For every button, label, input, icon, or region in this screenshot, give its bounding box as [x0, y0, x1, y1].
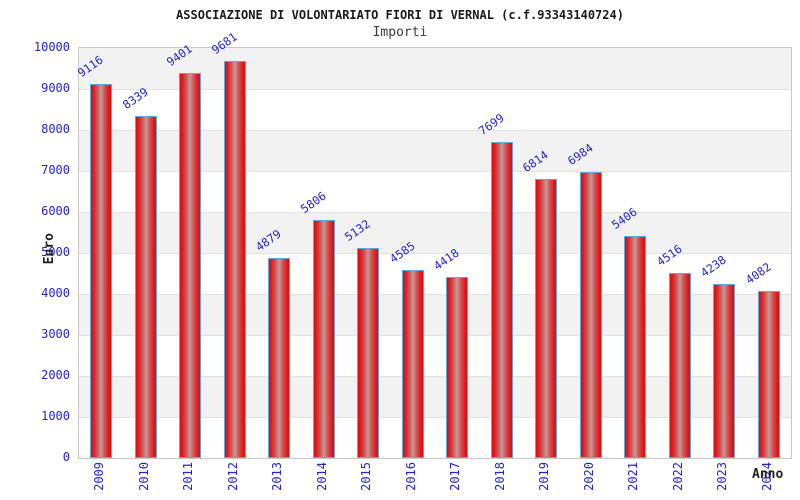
bar-2022: [668, 272, 691, 458]
gridline: [79, 130, 791, 131]
x-tick-label: 2011: [181, 462, 196, 491]
y-tick-label: 9000: [41, 81, 70, 95]
bar-2009: [90, 84, 113, 458]
y-tick-label: 0: [62, 450, 70, 464]
y-tick-label: 3000: [41, 327, 70, 341]
x-tick-label: 2012: [225, 462, 240, 491]
y-tick-label: 7000: [41, 163, 70, 177]
x-axis-title: Anno: [752, 467, 784, 482]
x-tick-label: 2017: [448, 462, 463, 491]
bar-2016: [401, 270, 424, 458]
x-tick-label: 2015: [359, 462, 374, 491]
gridline: [79, 335, 791, 336]
y-tick-label: 2000: [41, 368, 70, 382]
x-tick-label: 2010: [136, 462, 151, 491]
gridline: [79, 253, 791, 254]
bar-2012: [223, 61, 246, 458]
bar-2013: [268, 257, 291, 458]
y-axis-title: Euro: [42, 233, 57, 265]
y-tick-label: 6000: [41, 204, 70, 218]
x-tick-label: 2019: [537, 462, 552, 491]
y-tick-label: 5000: [41, 245, 70, 259]
x-tick-label: 2009: [92, 462, 107, 491]
bar-2018: [490, 142, 513, 458]
bar-2019: [535, 178, 558, 458]
bar-2024: [757, 290, 780, 458]
chart-title: ASSOCIAZIONE DI VOLONTARIATO FIORI DI VE…: [176, 8, 624, 22]
x-tick-label: 2018: [492, 462, 507, 491]
gridline: [79, 212, 791, 213]
plot-area: 9116 8339 9401 9681 4879 5806 5132 4585 4418 7699…: [75, 30, 792, 459]
x-tick-label: 2023: [715, 462, 730, 491]
y-tick-label: 8000: [41, 122, 70, 136]
chart-subtitle: Importi: [372, 25, 428, 40]
x-tick-label: 2013: [270, 462, 285, 491]
gridline: [79, 171, 791, 172]
bar-2023: [713, 284, 736, 458]
bar-2020: [579, 171, 602, 458]
x-tick-label: 2020: [581, 462, 596, 491]
x-tick-label: 2014: [314, 462, 329, 491]
gridline: [79, 376, 791, 377]
bar-2021: [624, 236, 647, 458]
bar-2017: [446, 276, 469, 458]
bar-2011: [179, 72, 202, 458]
x-tick-label: 2022: [670, 462, 685, 491]
y-tick-label: 1000: [41, 409, 70, 423]
y-tick-label: 4000: [41, 286, 70, 300]
bar-2014: [312, 219, 335, 458]
gridline: [79, 417, 791, 418]
bar-2010: [134, 116, 157, 458]
bar-2015: [357, 247, 380, 458]
y-tick-label: 10000: [33, 40, 70, 54]
x-tick-label: 2016: [403, 462, 418, 491]
gridline: [79, 294, 791, 295]
gridline: [79, 89, 791, 90]
x-tick-label: 2021: [626, 462, 641, 491]
